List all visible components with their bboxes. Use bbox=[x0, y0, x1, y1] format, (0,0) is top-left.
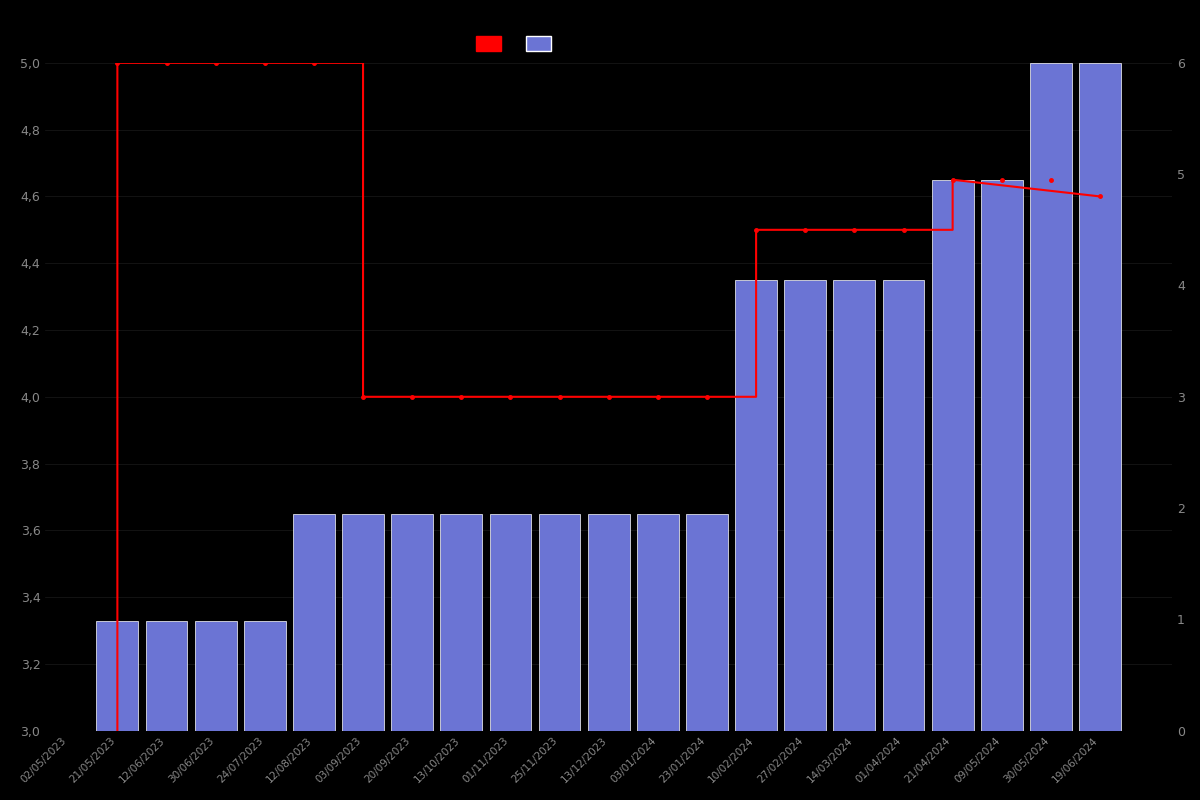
Bar bbox=[785, 280, 826, 730]
Bar bbox=[490, 514, 532, 730]
Bar bbox=[883, 280, 924, 730]
Bar bbox=[391, 514, 433, 730]
Bar bbox=[736, 280, 776, 730]
Bar bbox=[980, 180, 1022, 730]
Legend: , : , bbox=[475, 37, 562, 51]
Bar bbox=[244, 621, 286, 730]
Bar bbox=[637, 514, 679, 730]
Bar bbox=[342, 514, 384, 730]
Bar bbox=[145, 621, 187, 730]
Bar bbox=[1079, 63, 1121, 730]
Bar bbox=[931, 180, 973, 730]
Bar bbox=[588, 514, 630, 730]
Bar bbox=[1030, 63, 1072, 730]
Bar bbox=[96, 621, 138, 730]
Bar bbox=[834, 280, 875, 730]
Bar bbox=[440, 514, 482, 730]
Bar bbox=[539, 514, 581, 730]
Bar bbox=[194, 621, 236, 730]
Bar bbox=[293, 514, 335, 730]
Bar bbox=[686, 514, 728, 730]
